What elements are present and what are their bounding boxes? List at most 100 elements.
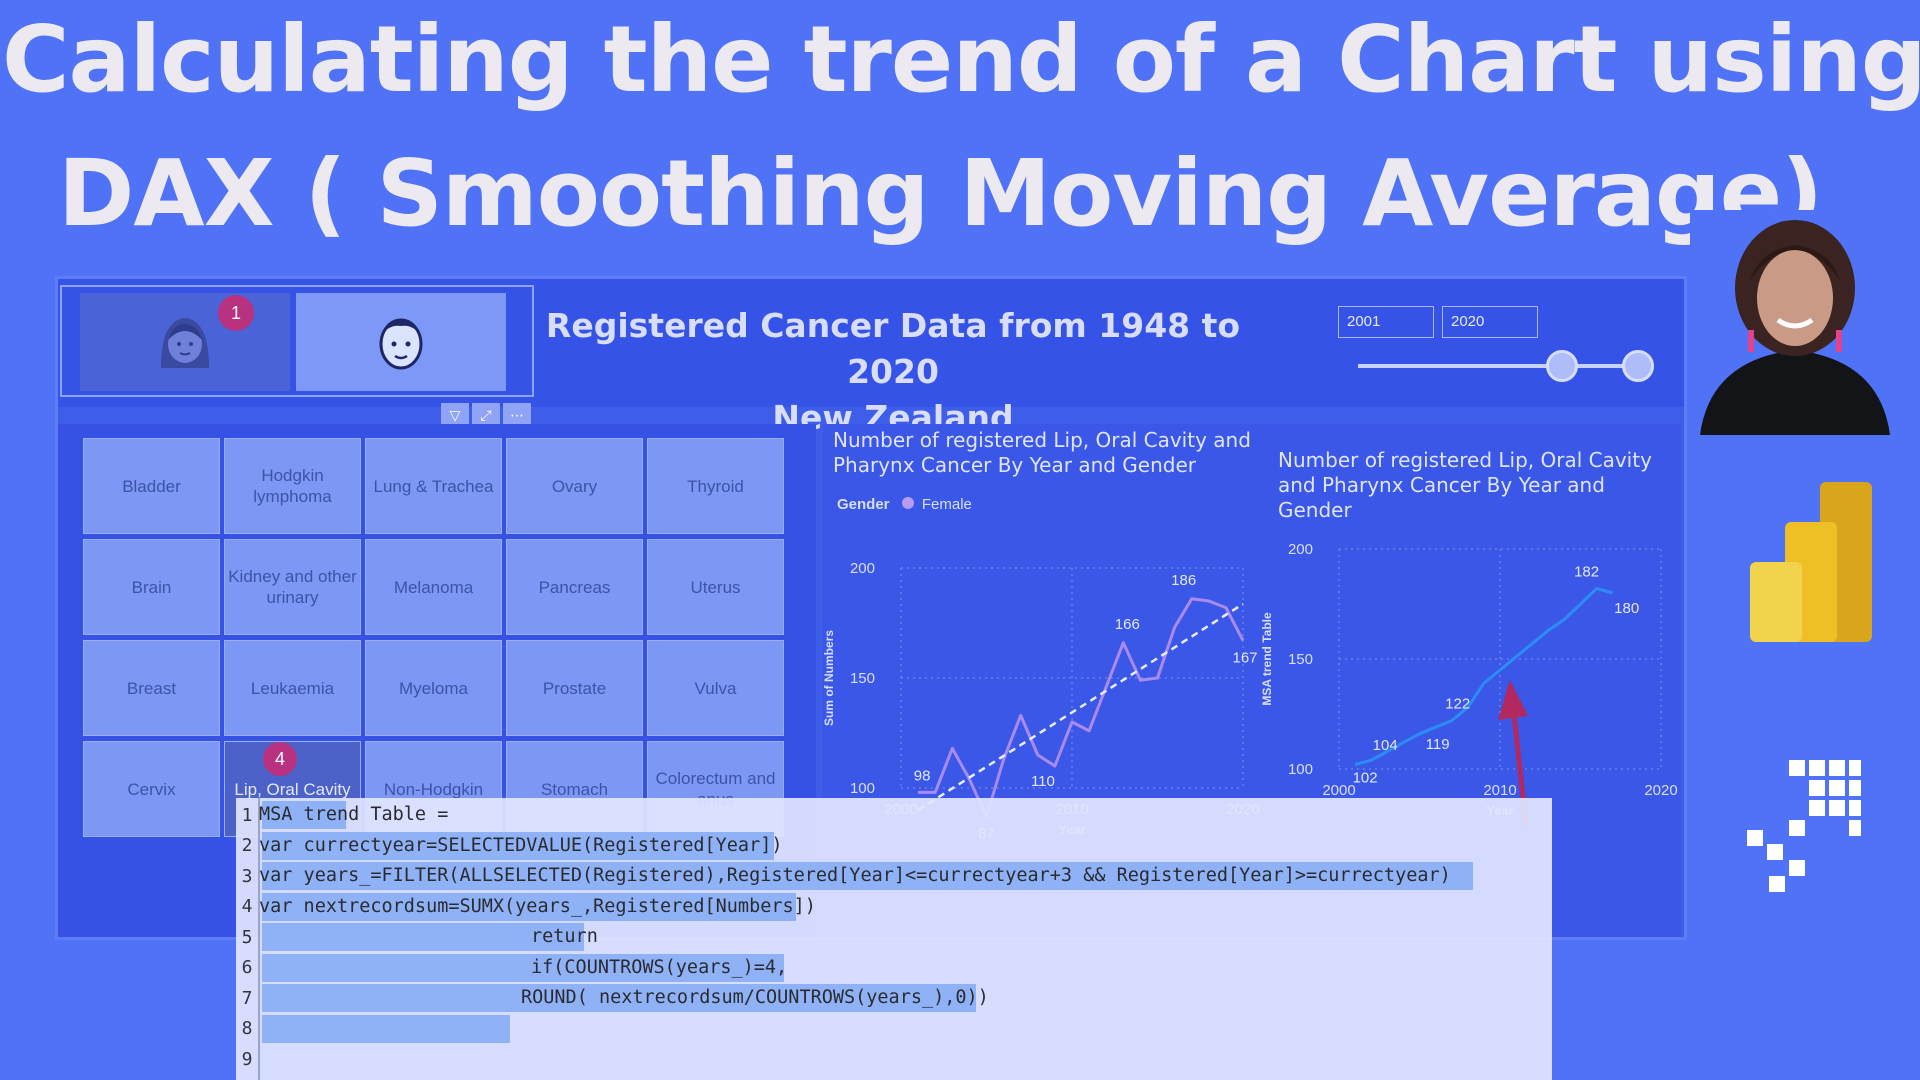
selection-highlight [262, 923, 584, 951]
data-label: 104 [1373, 737, 1398, 754]
male-avatar-icon [379, 318, 423, 370]
code-line[interactable]: 5 return [236, 922, 1552, 952]
code-line[interactable]: 7 ROUND( nextrecordsum/COUNTROWS(years_),… [236, 983, 1552, 1013]
data-label: 186 [1171, 572, 1196, 589]
data-label: 182 [1574, 564, 1599, 581]
year-from-input[interactable]: 2001 [1338, 306, 1434, 338]
tile-3[interactable]: Ovary [506, 438, 643, 534]
x-tick-label: 2010 [1483, 782, 1516, 799]
more-options-icon[interactable]: ⋯ [503, 403, 531, 427]
tile-11[interactable]: Leukaemia [224, 640, 361, 736]
code-text: ROUND( nextrecordsum/COUNTROWS(years_),0… [521, 987, 989, 1008]
y-tick-label: 150 [1288, 651, 1313, 668]
selection-highlight [262, 1014, 510, 1043]
selection-highlight [262, 801, 346, 829]
legend-title: Gender [837, 496, 890, 513]
y-axis-label: Sum of Numbers [823, 630, 836, 726]
chart-1-title-line-2: Pharynx Cancer By Year and Gender [833, 453, 1196, 477]
tile-7[interactable]: Melanoma [365, 539, 502, 635]
tile-8[interactable]: Pancreas [506, 539, 643, 635]
code-text: if(COUNTROWS(years_)=4, [531, 956, 788, 978]
chart-2-title-line-2: and Pharynx Cancer By Year and Gender [1278, 473, 1605, 522]
year-slider-start-handle[interactable] [1546, 350, 1578, 382]
y-tick-label: 100 [850, 780, 875, 797]
editor-gutter [258, 798, 260, 1080]
year-slider-end-handle[interactable] [1622, 350, 1654, 382]
code-line[interactable]: 6 if(COUNTROWS(years_)=4, [236, 953, 1552, 983]
tile-9[interactable]: Uterus [647, 539, 784, 635]
code-line[interactable]: 2 var currectyear=SELECTEDVALUE(Registere… [236, 831, 1552, 861]
tile-15[interactable]: Cervix [83, 741, 220, 837]
chart-2-title: Number of registered Lip, Oral Cavity an… [1278, 448, 1681, 523]
report-title: Registered Cancer Data from 1948 to 2020… [513, 303, 1273, 441]
legend-dot-icon [901, 497, 914, 509]
tile-1[interactable]: Hodgkin lymphoma [224, 438, 361, 534]
y-axis-label: MSA trend Table [1261, 612, 1274, 706]
dax-code-editor[interactable]: 1 MSA trend Table = 2 var currectyear=SELEC… [236, 798, 1552, 1080]
year-to-input[interactable]: 2020 [1442, 306, 1538, 338]
powerbi-logo-icon [1750, 482, 1875, 645]
tile-10[interactable]: Breast [83, 640, 220, 736]
selection-highlight [262, 892, 796, 921]
tile-13[interactable]: Prostate [506, 640, 643, 736]
data-label: 180 [1614, 600, 1639, 617]
visual-toolbar: ▽ ⤢ ⋯ [441, 403, 531, 427]
tile-5[interactable]: Brain [83, 539, 220, 635]
focus-mode-icon[interactable]: ⤢ [472, 403, 500, 427]
code-line[interactable]: 9 [236, 1044, 1552, 1074]
code-line[interactable]: 8 [236, 1014, 1552, 1044]
chart-1-title: Number of registered Lip, Oral Cavity an… [833, 428, 1251, 478]
line-number: 2 [241, 835, 253, 856]
line-number: 7 [241, 987, 253, 1009]
legend-item-female[interactable]: Female [921, 496, 972, 513]
y-tick-label: 100 [1288, 761, 1313, 778]
filter-icon[interactable]: ▽ [441, 403, 469, 427]
code-line[interactable]: 3 var years_=FILTER(ALLSELECTED(Registere… [236, 861, 1552, 891]
data-label: 102 [1353, 770, 1378, 787]
tile-4[interactable]: Thyroid [647, 438, 784, 534]
tile-0[interactable]: Bladder [83, 438, 220, 534]
y-tick-label: 200 [850, 560, 875, 577]
year-slider-track[interactable] [1358, 364, 1648, 368]
data-label: 119 [1426, 736, 1450, 753]
line-number: 8 [241, 1018, 253, 1039]
code-text: var currectyear=SELECTEDVALUE(Registered… [259, 834, 783, 856]
selection-highlight [262, 953, 784, 982]
code-text: MSA trend Table = [259, 804, 449, 825]
data-label: 98 [914, 767, 931, 784]
chart-1-title-line-1: Number of registered Lip, Oral Cavity an… [833, 428, 1251, 452]
step-marker-4: 4 [263, 742, 297, 776]
line-number: 3 [241, 865, 253, 887]
data-label: 166 [1115, 616, 1140, 633]
x-tick-label: 2000 [1322, 782, 1355, 799]
presenter-photo [1690, 210, 1900, 435]
series-line [918, 597, 1245, 819]
tile-12[interactable]: Myeloma [365, 640, 502, 736]
y-tick-label: 200 [1288, 541, 1313, 558]
code-line[interactable]: 1 MSA trend Table = [236, 800, 1552, 830]
code-line[interactable]: 4 var nextrecordsum=SUMX(years_,Registere… [236, 892, 1552, 922]
chart-2-title-line-1: Number of registered Lip, Oral Cavity [1278, 448, 1652, 472]
chart-1-legend: Gender Female [837, 496, 972, 513]
line-number: 4 [241, 896, 253, 917]
trend-line [917, 602, 1244, 812]
line-number: 6 [241, 957, 253, 978]
data-label: 167 [1232, 650, 1257, 667]
tile-2[interactable]: Lung & Trachea [365, 438, 502, 534]
selection-highlight [262, 984, 976, 1012]
line-number: 9 [241, 1048, 253, 1070]
selection-highlight [262, 831, 774, 860]
headline-line-2: DAX ( Smoothing Moving Average) [58, 140, 1823, 247]
headline-line-1: Calculating the trend of a Chart using [2, 6, 1920, 113]
cancer-type-slicer: Bladder Hodgkin lymphoma Lung & Trachea Ova… [58, 424, 816, 937]
line-number: 5 [241, 926, 253, 948]
male-button[interactable] [296, 293, 506, 391]
report-header: 1 ▽ ⤢ ⋯ Registered Cancer Data from 1948… [58, 279, 1684, 437]
line-number: 1 [241, 804, 253, 826]
code-text: var years_=FILTER(ALLSELECTED(Registered… [259, 865, 1451, 886]
female-button[interactable] [80, 293, 290, 391]
tile-14[interactable]: Vulva [647, 640, 784, 736]
female-avatar-icon [161, 318, 209, 368]
tile-6[interactable]: Kidney and other urinary [224, 539, 361, 635]
data-label: 110 [1031, 773, 1055, 790]
